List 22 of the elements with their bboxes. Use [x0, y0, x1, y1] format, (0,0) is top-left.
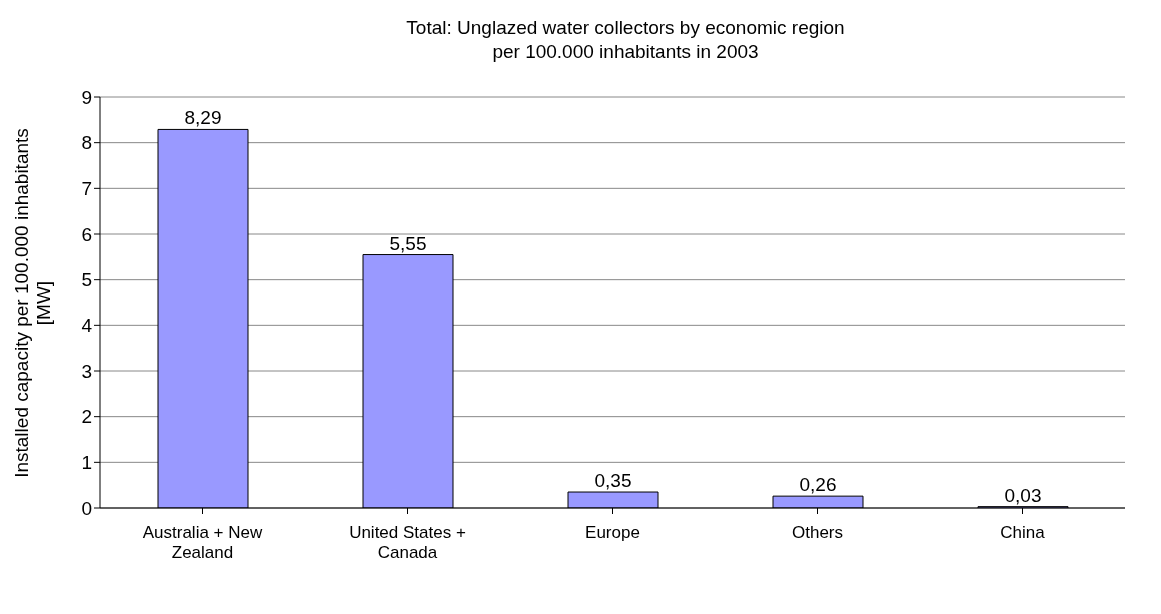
x-tick-label: United States + Canada — [349, 523, 466, 562]
y-axis-title: Installed capacity per 100.000 inhabitants [MW] — [11, 128, 55, 478]
x-tick-label: Others — [791, 523, 844, 542]
x-tick-label: China — [1000, 523, 1046, 542]
x-tick-label: Europe — [585, 523, 640, 542]
y-tick-label: 5 — [81, 269, 92, 291]
y-tick-label: 4 — [81, 315, 93, 337]
y-tick-label: 0 — [81, 497, 92, 519]
y-tick-label: 1 — [81, 452, 92, 474]
y-tick-label: 9 — [81, 86, 92, 108]
y-tick-label: 3 — [81, 360, 92, 382]
data-label: 5,55 — [389, 232, 427, 254]
y-tick-label: 8 — [81, 132, 92, 154]
data-label: 8,29 — [184, 107, 222, 129]
y-tick-label: 2 — [81, 406, 92, 428]
x-tick-label: Australia + New Zealand — [142, 523, 263, 562]
chart-title: Total: Unglazed water collectors by economic region per 100.000 inhabitants in 2003 — [405, 16, 846, 64]
y-tick-label: 7 — [81, 178, 92, 200]
data-label: 0,03 — [1004, 484, 1042, 506]
y-tick-label: 6 — [81, 223, 92, 245]
data-label: 0,35 — [594, 470, 632, 492]
data-label: 0,26 — [799, 474, 837, 496]
